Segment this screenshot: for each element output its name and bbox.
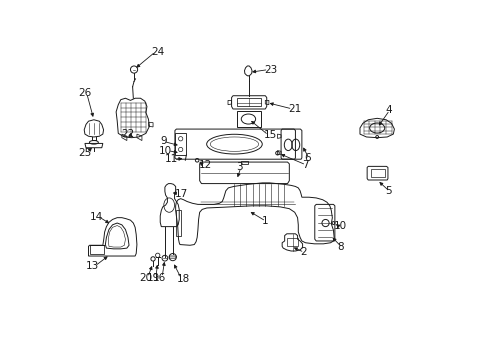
Text: 8: 8 (337, 242, 344, 252)
Text: 18: 18 (177, 274, 190, 284)
Text: 23: 23 (264, 64, 277, 75)
Text: 2: 2 (300, 247, 306, 257)
Text: 6: 6 (304, 153, 311, 163)
Text: 4: 4 (385, 105, 391, 115)
Text: 25: 25 (78, 148, 91, 158)
Text: 24: 24 (151, 46, 164, 57)
Text: 21: 21 (287, 104, 301, 114)
Text: 10: 10 (159, 145, 172, 156)
Text: 11: 11 (164, 154, 178, 164)
Text: 5: 5 (385, 186, 391, 197)
Text: 26: 26 (78, 88, 91, 98)
Text: 15: 15 (264, 130, 277, 140)
Text: 12: 12 (198, 160, 211, 170)
Text: 20: 20 (139, 273, 152, 283)
Text: 10: 10 (333, 221, 346, 231)
Text: 9: 9 (161, 136, 167, 146)
Text: 14: 14 (89, 212, 102, 221)
Text: 19: 19 (147, 273, 160, 283)
Text: 17: 17 (174, 189, 187, 199)
Text: 1: 1 (261, 216, 268, 226)
Text: 13: 13 (86, 261, 99, 271)
Text: 3: 3 (236, 162, 243, 172)
Text: 7: 7 (301, 160, 308, 170)
Text: 16: 16 (153, 273, 166, 283)
Bar (370, 169, 384, 177)
Text: 22: 22 (121, 129, 134, 139)
